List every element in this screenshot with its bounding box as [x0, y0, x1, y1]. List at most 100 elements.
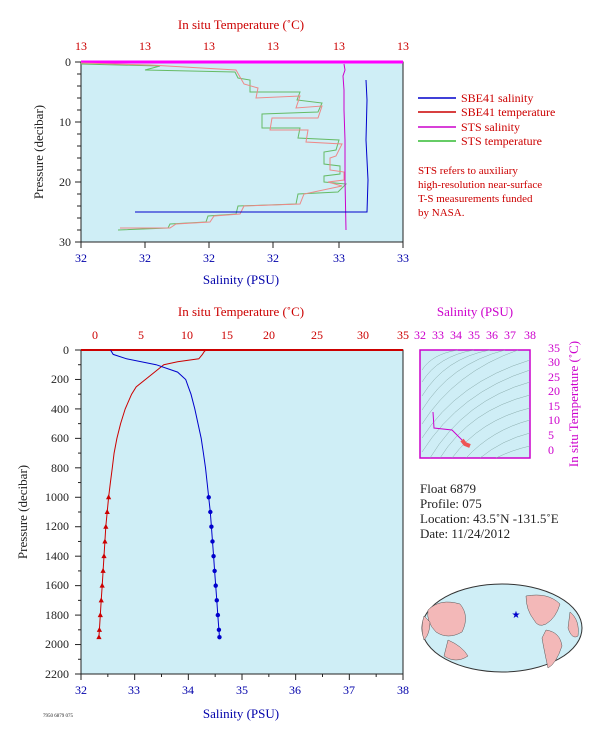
main-top-tick: 20: [263, 328, 275, 342]
profile-number: Profile: 075: [420, 496, 482, 511]
main-plot-area: [80, 349, 404, 675]
sts-note-line: T-S measurements funded: [418, 193, 533, 205]
top-y-tick: 30: [59, 235, 71, 249]
top-y-axis-label: Pressure (decibar): [31, 105, 46, 199]
main-top-tick: 25: [311, 328, 323, 342]
top-chart-top-tick: 13: [139, 39, 151, 53]
legend-sbe41-temperature: SBE41 temperature: [461, 105, 555, 119]
main-y-tick: 1600: [45, 578, 69, 592]
main-bottom-tick: 34: [182, 683, 194, 697]
salinity-data-point: [212, 568, 217, 574]
main-y-tick: 1400: [45, 549, 69, 563]
sbe41-salinity-trace: [135, 79, 369, 213]
ts-right-tick: 15: [548, 399, 560, 413]
top-chart-top-tick: 13: [333, 39, 345, 53]
main-top-tick: 10: [181, 328, 193, 342]
top-plot-area: [80, 61, 404, 243]
ts-right-tick: 0: [548, 443, 554, 457]
salinity-data-point: [216, 627, 222, 633]
map-europe-west: [421, 615, 431, 641]
main-y-tick: 0: [63, 343, 69, 357]
temperature-data-point: [96, 626, 102, 632]
main-y-tick: 1800: [45, 608, 69, 622]
ts-top-tick: 35: [468, 328, 480, 342]
ts-right-tick: 30: [548, 355, 560, 369]
main-bottom-axis-label: Salinity (PSU): [203, 706, 279, 721]
date: Date: 11/24/2012: [420, 526, 510, 541]
main-y-tick: 800: [51, 461, 69, 475]
ts-top-tick: 34: [450, 328, 462, 342]
top-bottom-tick: 32: [203, 251, 215, 265]
top-chart-top-tick: 13: [203, 39, 215, 53]
ts-right-tick: 10: [548, 413, 560, 427]
temperature-data-point: [97, 612, 103, 618]
ts-density-contours: [421, 349, 531, 459]
main-bottom-tick: 38: [397, 683, 409, 697]
ts-top-tick: 37: [504, 328, 516, 342]
main-top-axis-label: In situ Temperature (˚C): [178, 304, 304, 319]
ts-diagram: Salinity (PSU) 32 33 34 35 36 37 38 0 5 …: [414, 304, 581, 467]
location: Location: 43.5˚N -131.5˚E: [420, 511, 559, 526]
main-top-tick: 5: [138, 328, 144, 342]
main-y-tick: 400: [51, 402, 69, 416]
salinity-data-point: [213, 583, 218, 588]
temperature-data-point: [104, 509, 110, 514]
float-location-marker: ★: [512, 610, 521, 621]
legend-sts-salinity: STS salinity: [461, 120, 520, 134]
ts-right-tick: 25: [548, 370, 560, 384]
top-chart-top-tick: 13: [397, 39, 409, 53]
map-south-america: [541, 629, 563, 669]
main-y-tick: 2200: [45, 667, 69, 681]
main-bottom-tick: 33: [128, 683, 140, 697]
main-bottom-tick: 32: [75, 683, 87, 697]
main-bottom-tick: 35: [236, 683, 248, 697]
map-asia: [427, 601, 466, 637]
main-y-tick: 200: [51, 372, 69, 386]
main-bottom-ticks: [80, 674, 404, 680]
top-bottom-tick: 32: [75, 251, 87, 265]
legend-sbe41-salinity: SBE41 salinity: [461, 91, 533, 105]
salinity-data-point: [211, 553, 216, 559]
map-australia: [443, 639, 469, 661]
top-bottom-axis-label: Salinity (PSU): [203, 272, 279, 287]
salinity-data-point: [214, 598, 219, 603]
main-y-labels: 0 200 400 600 800 1000 1200 1400 1600 18…: [45, 343, 69, 681]
main-top-tick: 15: [221, 328, 233, 342]
main-top-tick: 30: [357, 328, 369, 342]
main-y-tick: 1200: [45, 519, 69, 533]
temperature-profile-line: [98, 349, 207, 638]
top-chart-top-axis-label: In situ Temperature (˚C): [178, 17, 304, 32]
legend-sts-temperature: STS temperature: [461, 134, 542, 148]
temperature-data-point: [103, 523, 109, 529]
ts-right-axis-label: In situ Temperature (˚C): [566, 341, 581, 467]
temperature-data-point: [96, 634, 102, 640]
main-y-tick: 1000: [45, 490, 69, 504]
top-bottom-ticks: [80, 242, 404, 248]
temperature-data-point: [100, 567, 106, 573]
main-bottom-tick: 36: [289, 683, 301, 697]
main-bottom-tick: 37: [343, 683, 355, 697]
salinity-data-point: [215, 612, 221, 618]
sbe41-temperature-trace: [80, 62, 345, 229]
salinity-data-point: [208, 509, 213, 515]
map-africa: [567, 611, 579, 638]
ts-deep-trace: [460, 438, 471, 448]
ts-top-tick: 36: [486, 328, 498, 342]
ts-top-tick: 33: [432, 328, 444, 342]
top-chart-top-tick: 13: [75, 39, 87, 53]
salinity-data-point: [209, 524, 214, 529]
sts-note-line: STS refers to auxiliary: [418, 165, 518, 177]
top-left-ticks: [75, 61, 81, 243]
sts-note-line: high-resolution near-surface: [418, 179, 542, 191]
temperature-data-point: [101, 553, 107, 559]
main-y-tick: 2000: [45, 637, 69, 651]
top-bottom-tick: 32: [139, 251, 151, 265]
main-left-ticks: [75, 349, 81, 675]
temperature-data-point: [102, 538, 108, 544]
ts-near-surface-trace: [432, 411, 463, 441]
top-bottom-tick: 32: [267, 251, 279, 265]
main-y-axis-label: Pressure (decibar): [15, 465, 30, 559]
ts-plot-area: [419, 349, 531, 459]
salinity-data-point: [210, 539, 215, 544]
